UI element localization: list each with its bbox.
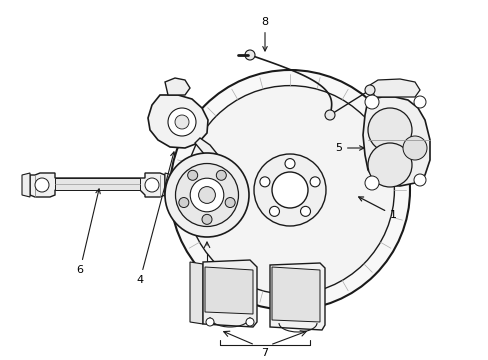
Polygon shape [55, 178, 140, 190]
Text: 8: 8 [261, 17, 268, 51]
Text: 1: 1 [358, 197, 396, 220]
Circle shape [271, 172, 307, 208]
Circle shape [367, 143, 411, 187]
Circle shape [170, 70, 409, 310]
Circle shape [300, 206, 310, 216]
Circle shape [364, 85, 374, 95]
Polygon shape [164, 173, 173, 197]
Circle shape [202, 214, 212, 224]
Circle shape [205, 318, 214, 326]
Circle shape [245, 318, 253, 326]
Polygon shape [190, 262, 203, 324]
Circle shape [269, 206, 279, 216]
Circle shape [175, 163, 238, 226]
Text: 4: 4 [136, 152, 175, 285]
Circle shape [224, 198, 235, 207]
Circle shape [175, 115, 189, 129]
Circle shape [145, 178, 159, 192]
Circle shape [164, 153, 248, 237]
Circle shape [35, 178, 49, 192]
Circle shape [216, 170, 226, 180]
Circle shape [187, 170, 197, 180]
Circle shape [179, 198, 188, 207]
Text: 6: 6 [76, 189, 100, 275]
Polygon shape [164, 78, 190, 95]
Polygon shape [269, 263, 325, 330]
Polygon shape [369, 79, 419, 97]
Polygon shape [195, 138, 218, 160]
Circle shape [185, 86, 394, 294]
Circle shape [325, 110, 334, 120]
Circle shape [364, 95, 378, 109]
Circle shape [309, 177, 320, 187]
Text: 5: 5 [334, 143, 363, 153]
Text: 7: 7 [261, 348, 268, 358]
Polygon shape [362, 97, 429, 186]
Polygon shape [271, 267, 319, 322]
Polygon shape [22, 173, 30, 197]
Polygon shape [204, 267, 252, 314]
Text: 2: 2 [203, 291, 210, 301]
Circle shape [244, 50, 254, 60]
Circle shape [402, 136, 426, 160]
Polygon shape [30, 173, 164, 197]
Text: 3: 3 [208, 174, 238, 223]
Circle shape [190, 178, 224, 212]
Circle shape [253, 154, 325, 226]
Circle shape [198, 186, 215, 203]
Circle shape [413, 174, 425, 186]
Circle shape [168, 108, 196, 136]
Circle shape [259, 177, 269, 187]
Circle shape [285, 159, 294, 168]
Circle shape [367, 108, 411, 152]
Polygon shape [203, 260, 257, 327]
Circle shape [364, 176, 378, 190]
Polygon shape [148, 95, 207, 148]
Circle shape [413, 96, 425, 108]
